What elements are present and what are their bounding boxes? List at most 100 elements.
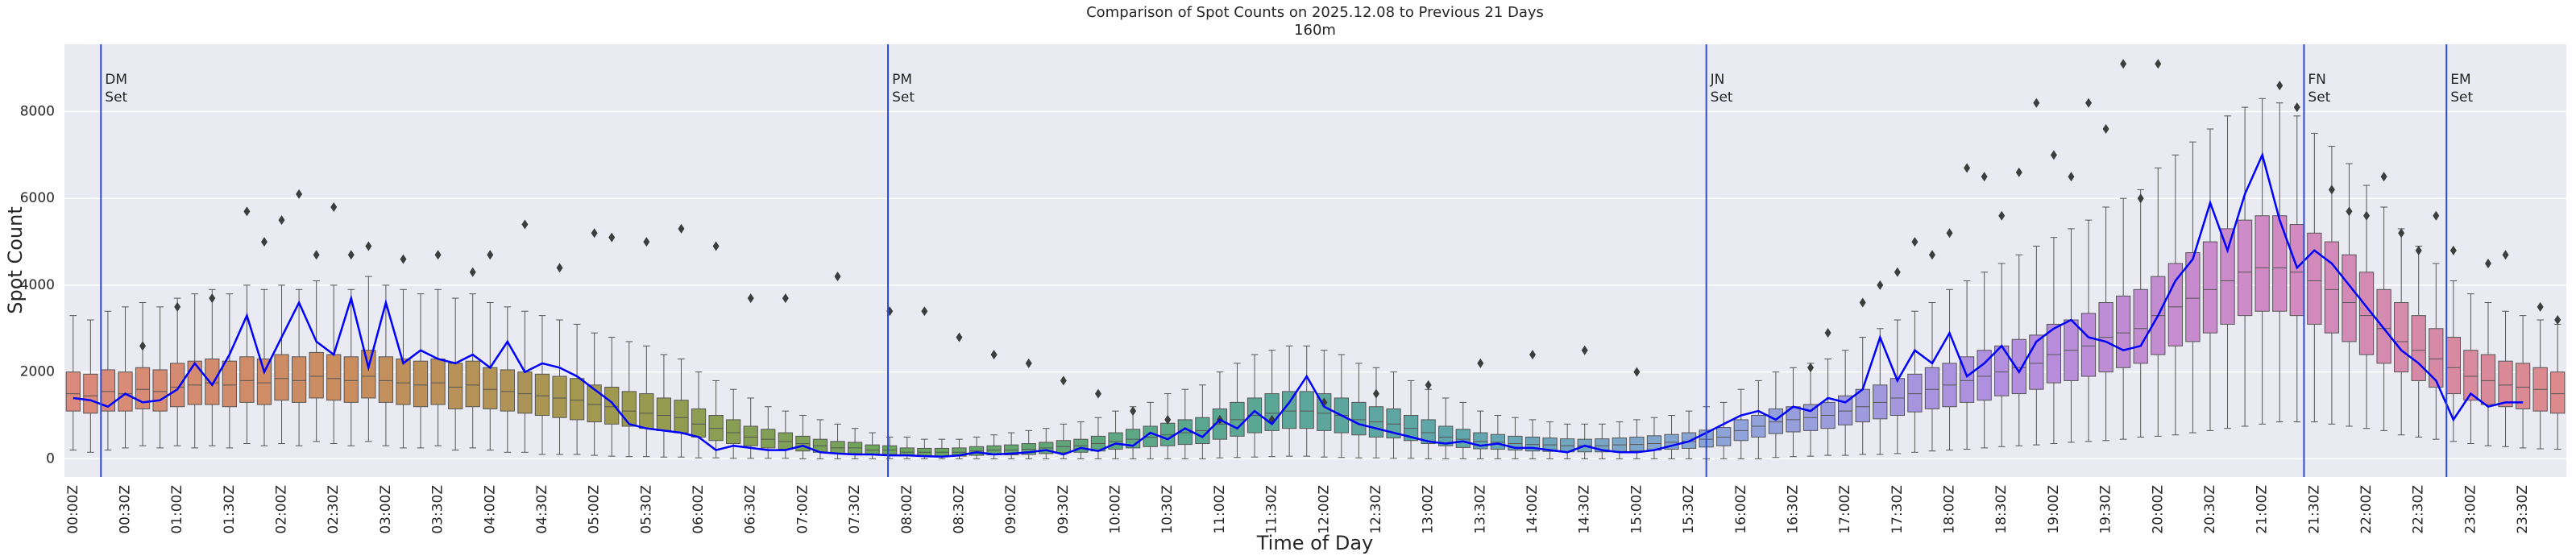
event-label: Set	[105, 89, 127, 106]
outlier	[2502, 250, 2509, 260]
x-axis-label: Time of Day	[1256, 532, 1374, 554]
box	[239, 356, 255, 403]
box	[152, 369, 168, 412]
box	[1838, 395, 1853, 425]
box	[1924, 367, 1940, 409]
box	[483, 367, 498, 409]
box	[500, 369, 515, 412]
event-label: Set	[1711, 89, 1733, 106]
outlier	[434, 250, 442, 260]
box	[587, 384, 602, 423]
box	[1733, 419, 1748, 442]
outlier	[1824, 328, 1831, 338]
x-tick-label: 14:30Z	[1577, 485, 1593, 534]
outlier	[1164, 414, 1172, 425]
outlier	[1529, 350, 1537, 360]
outlier	[1946, 228, 1953, 239]
outlier	[2554, 315, 2561, 326]
outlier	[1877, 280, 1884, 290]
outlier	[747, 293, 754, 304]
x-tick-label: 16:00Z	[1733, 485, 1749, 534]
box	[1438, 425, 1454, 446]
x-tick-label: 05:00Z	[587, 485, 603, 534]
box	[1421, 419, 1436, 445]
outlier	[2120, 59, 2127, 69]
box	[2289, 224, 2304, 317]
box	[1716, 427, 1732, 446]
outlier	[2484, 259, 2491, 269]
outlier	[591, 228, 598, 239]
box	[2185, 252, 2201, 342]
box	[552, 375, 567, 418]
outlier	[2155, 59, 2162, 69]
box	[656, 397, 672, 431]
x-tick-label: 10:30Z	[1159, 485, 1176, 534]
x-tick-label: 01:30Z	[222, 485, 238, 534]
box	[1889, 378, 1905, 417]
outlier	[2085, 97, 2093, 108]
box	[1907, 373, 1923, 413]
box	[343, 356, 359, 403]
box	[1873, 384, 1888, 420]
x-tick-label: 03:00Z	[378, 485, 394, 534]
box	[639, 393, 654, 429]
x-tick-label: 20:30Z	[2202, 485, 2218, 534]
box	[2480, 354, 2496, 405]
x-tick-label: 01:00Z	[169, 485, 185, 534]
outlier	[400, 254, 407, 264]
x-tick-label: 06:30Z	[743, 485, 759, 534]
y-axis-label: Spot Count	[4, 206, 27, 313]
outlier	[2398, 228, 2405, 239]
outlier	[1894, 267, 1901, 277]
x-tick-label: 23:00Z	[2462, 485, 2479, 534]
box	[743, 425, 758, 446]
outlier	[1964, 163, 1971, 173]
box	[2080, 313, 2097, 377]
y-tick-label: 2000	[20, 364, 55, 380]
outlier	[2346, 206, 2353, 217]
box	[1768, 408, 1784, 434]
outlier	[278, 215, 285, 226]
box	[65, 371, 81, 412]
x-tick-label: 16:30Z	[1785, 485, 1801, 534]
box	[448, 363, 463, 409]
x-tick-label: 12:30Z	[1368, 485, 1384, 534]
event-label: EM	[2450, 72, 2470, 88]
box	[465, 360, 480, 408]
plot-area	[64, 44, 2566, 477]
outlier	[2102, 124, 2109, 135]
x-tick-label: 09:30Z	[1056, 485, 1072, 534]
box	[1386, 408, 1401, 439]
outlier	[1998, 210, 2006, 221]
outlier	[2328, 185, 2335, 195]
outlier	[2363, 210, 2371, 221]
outlier	[678, 223, 685, 234]
box	[1108, 432, 1123, 450]
box	[2445, 337, 2461, 395]
box	[1403, 415, 1419, 442]
x-tick-label: 13:30Z	[1472, 485, 1488, 534]
outlier	[2276, 81, 2284, 91]
box	[2411, 315, 2426, 381]
x-tick-label: 12:00Z	[1316, 485, 1332, 534]
outlier	[1807, 363, 1815, 373]
box	[569, 378, 585, 421]
outlier	[2137, 193, 2144, 204]
outlier	[1094, 388, 1101, 399]
box	[761, 429, 776, 449]
x-tick-label: 11:30Z	[1264, 485, 1280, 534]
box	[2358, 272, 2375, 355]
box	[118, 371, 133, 412]
box	[1490, 433, 1506, 450]
box	[1317, 393, 1332, 431]
outlier	[2015, 167, 2022, 177]
outlier	[2537, 301, 2544, 312]
x-tick-label: 07:00Z	[794, 485, 811, 534]
box	[256, 358, 272, 405]
x-tick-label: 15:30Z	[1681, 485, 1697, 534]
chart-title: Comparison of Spot Counts on 2025.12.08 …	[1086, 4, 1544, 21]
x-tick-label: 18:00Z	[1942, 485, 1958, 534]
outlier	[956, 332, 963, 342]
outlier	[1928, 250, 1935, 260]
